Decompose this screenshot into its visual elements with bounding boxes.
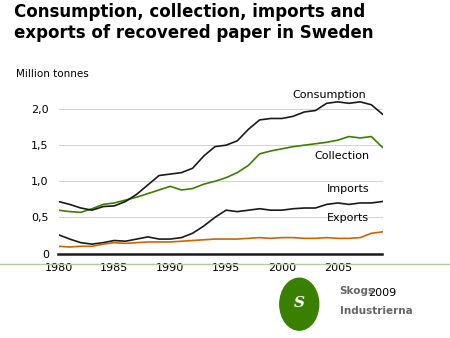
- Text: Collection: Collection: [314, 151, 369, 161]
- Text: Exports: Exports: [327, 213, 369, 223]
- Text: Million tonnes: Million tonnes: [16, 69, 89, 79]
- Text: Imports: Imports: [326, 184, 369, 194]
- Text: S: S: [294, 296, 305, 310]
- Text: Consumption, collection, imports and
exports of recovered paper in Sweden: Consumption, collection, imports and exp…: [14, 3, 373, 42]
- Circle shape: [280, 278, 319, 330]
- Text: Industrierna: Industrierna: [340, 306, 413, 316]
- Text: 2009: 2009: [369, 288, 396, 298]
- Text: Consumption: Consumption: [292, 90, 366, 100]
- Text: Skogs: Skogs: [340, 286, 375, 296]
